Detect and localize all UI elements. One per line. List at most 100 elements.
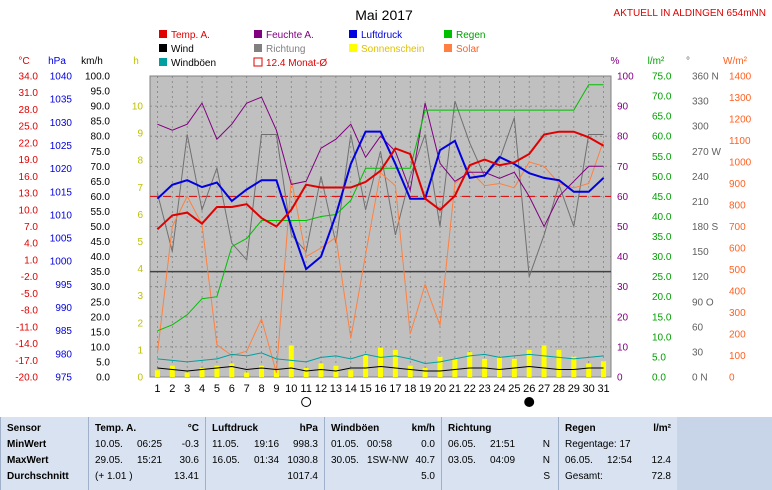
temp-axis-tick: -11.0	[16, 322, 38, 333]
x-tick-label: 9	[273, 383, 279, 395]
legend-swatch	[159, 58, 167, 66]
temp-axis-tick: -2.0	[21, 272, 39, 283]
pressure-axis-tick: 1035	[50, 95, 73, 106]
temp-axis-tick: -14.0	[15, 339, 38, 350]
legend-swatch	[253, 57, 263, 67]
temp-axis-tick: 1.0	[24, 255, 38, 266]
pressure-axis-tick: 1015	[50, 187, 73, 198]
stats-gust-max-date: 30.05.	[331, 455, 359, 466]
wind-axis-tick: 85.0	[91, 117, 111, 128]
humidity-axis-tick: 40	[617, 252, 629, 263]
stats-dir-max-date: 03.05.	[448, 455, 476, 466]
sunshine-bar	[363, 354, 369, 377]
direction-axis-tick: 300	[692, 122, 709, 133]
x-tick-label: 31	[597, 383, 609, 395]
x-tick-label: 4	[199, 383, 205, 395]
sunshine-bar	[244, 372, 250, 377]
rain-axis-tick: 35.0	[652, 232, 672, 243]
stats-col-rain: Regen l/m² Regentage: 17 06.05. 12:54 12…	[558, 417, 677, 490]
stats-row-max: MaxWert	[7, 455, 49, 466]
solar-axis-unit: W/m²	[723, 56, 748, 67]
sunshine-bar	[288, 345, 294, 377]
legend-swatch	[349, 44, 357, 52]
sun-axis-tick: 6	[137, 210, 143, 221]
sunshine-bar	[259, 365, 265, 377]
series-luftdruckline	[156, 130, 605, 271]
x-tick-label: 16	[374, 383, 386, 395]
pressure-axis-tick: 990	[55, 303, 72, 314]
direction-axis-tick: 0 N	[692, 373, 708, 384]
rain-axis-tick: 25.0	[652, 272, 672, 283]
wind-axis-tick: 40.0	[91, 252, 111, 263]
x-tick-label: 17	[389, 383, 401, 395]
temp-axis-tick: -20.0	[15, 373, 38, 384]
sun-axis-tick: 5	[137, 237, 143, 248]
x-tick-label: 11	[300, 383, 311, 395]
full-moon-icon	[301, 397, 312, 407]
temp-axis-tick: 19.0	[19, 155, 39, 166]
station-label: AKTUELL IN ALDINGEN 654mNN	[614, 8, 766, 19]
stats-header-direction: Richtung	[448, 423, 492, 434]
stats-pressure-min-value: 998.3	[292, 439, 318, 450]
x-tick-label: 2	[169, 383, 175, 395]
sun-axis-tick: 7	[137, 183, 143, 194]
x-tick-label: 27	[538, 383, 550, 395]
stats-dir-min-date: 06.05.	[448, 439, 476, 450]
solar-axis-tick: 0	[729, 373, 735, 384]
direction-axis-tick: 210	[692, 197, 709, 208]
rain-axis-tick: 60.0	[652, 132, 672, 143]
pressure-axis-tick: 1010	[50, 210, 73, 221]
x-tick-label: 20	[434, 383, 446, 395]
sunshine-bar	[184, 372, 190, 377]
stats-gust-avg-value: 5.0	[421, 471, 435, 482]
humidity-axis-tick: 20	[617, 312, 629, 323]
temp-axis-tick: 7.0	[24, 222, 38, 233]
humidity-axis-tick: 70	[617, 162, 629, 173]
stats-col-pressure: Luftdruck hPa 11.05. 19:16 998.3 16.05. …	[205, 417, 324, 490]
solar-axis-tick: 1000	[729, 158, 752, 169]
x-tick-label: 23	[478, 383, 490, 395]
chart-title: Mai 2017	[355, 7, 413, 23]
legend-swatch	[444, 30, 452, 38]
stats-dir-avg-value: S	[543, 471, 550, 482]
wind-axis-tick: 95.0	[91, 87, 111, 98]
sunshine-bar	[318, 363, 324, 377]
x-tick-label: 7	[244, 383, 250, 395]
sunshine-bar	[392, 349, 398, 377]
stats-header-sensor: Sensor	[7, 423, 41, 434]
x-tick-label: 6	[229, 383, 235, 395]
sunshine-bar	[586, 363, 592, 377]
x-tick-label: 30	[583, 383, 595, 395]
humidity-axis-tick: 10	[617, 342, 629, 353]
stats-row-avg: Durchschnitt	[7, 471, 69, 482]
legend-label: Temp. A.	[171, 30, 210, 41]
stats-col-temp: Temp. A. °C 10.05. 06:25 -0.3 29.05. 15:…	[88, 417, 205, 490]
series-windb-enline	[157, 352, 604, 365]
temp-axis-tick: -8.0	[21, 306, 39, 317]
pressure-axis-tick: 1000	[50, 257, 73, 268]
rain-axis-unit: l/m²	[648, 56, 665, 67]
stats-pressure-max-time: 01:34	[254, 455, 280, 466]
stats-col-gust: Windböen km/h 01.05. 00:58 0.0 30.05. 1S…	[324, 417, 441, 490]
rain-axis-tick: 15.0	[652, 312, 672, 323]
sunshine-bar	[601, 361, 607, 377]
stats-pressure-max-value: 1030.8	[287, 455, 318, 466]
wind-axis-tick: 10.0	[91, 342, 111, 353]
stats-temp-max-time: 15:21	[137, 455, 163, 466]
sunshine-bar	[541, 345, 547, 377]
temp-axis-tick: 13.0	[19, 189, 39, 200]
sunshine-bar	[452, 358, 458, 377]
x-tick-label: 24	[493, 383, 505, 395]
stats-rain-max-time: 12:54	[607, 455, 633, 466]
sun-axis-tick: 9	[137, 129, 143, 140]
rain-axis-tick: 70.0	[652, 92, 672, 103]
stats-dir-min-time: 21:51	[490, 439, 516, 450]
stats-pressure-min-date: 11.05.	[212, 439, 240, 450]
x-tick-label: 28	[553, 383, 565, 395]
sunshine-bar	[199, 367, 205, 377]
stats-rain-max-value: 12.4	[651, 455, 671, 466]
stats-header-gust: Windböen	[331, 423, 380, 434]
x-tick-label: 12	[315, 383, 327, 395]
wind-axis-tick: 100.0	[85, 72, 110, 83]
stats-pressure-min-time: 19:16	[254, 439, 280, 450]
